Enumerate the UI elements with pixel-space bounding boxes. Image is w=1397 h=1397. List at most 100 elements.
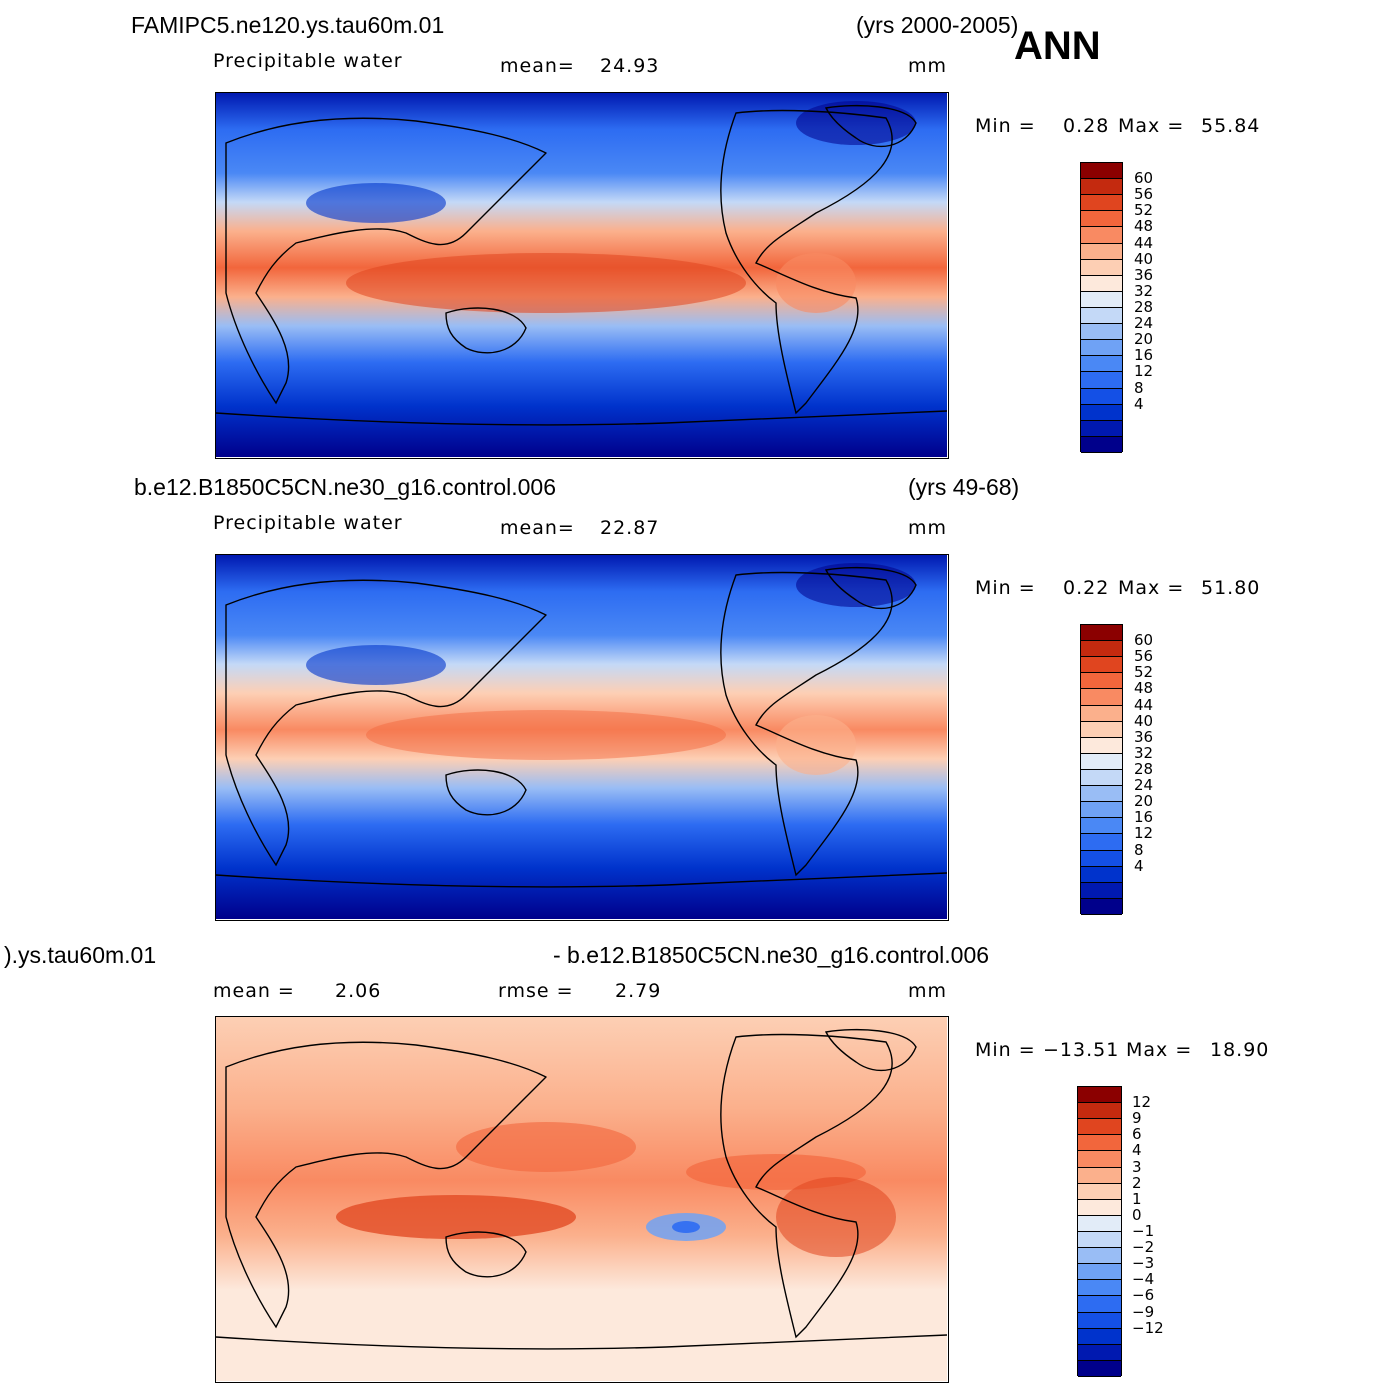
colorbar-tick-label: −3 xyxy=(1132,1254,1155,1273)
colorbar-segment xyxy=(1078,1232,1121,1249)
colorbar-tick-label: 2 xyxy=(1132,1173,1142,1192)
panel1-max-value: 55.84 xyxy=(1201,115,1261,137)
panel3-map-svg xyxy=(216,1017,947,1381)
colorbar-segment xyxy=(1081,436,1122,453)
colorbar-tick-label: 4 xyxy=(1132,1141,1142,1160)
colorbar-tick-label: 9 xyxy=(1132,1109,1142,1128)
colorbar-segment xyxy=(1081,625,1122,642)
panel3-units: mm xyxy=(908,980,948,1002)
colorbar-segment xyxy=(1078,1248,1121,1265)
colorbar-segment xyxy=(1081,689,1122,706)
colorbar-tick-label: 3 xyxy=(1132,1157,1142,1176)
panel3-colorbar xyxy=(1077,1086,1122,1377)
colorbar-segment xyxy=(1081,356,1122,373)
colorbar-segment xyxy=(1081,818,1122,835)
panel2-colorbar xyxy=(1080,624,1123,915)
colorbar-tick-label: 8 xyxy=(1134,840,1144,859)
colorbar-tick-label: 60 xyxy=(1134,631,1154,650)
colorbar-tick-label: 20 xyxy=(1134,330,1154,349)
colorbar-tick-label: −9 xyxy=(1132,1302,1155,1321)
colorbar-segment xyxy=(1078,1344,1121,1361)
colorbar-segment xyxy=(1081,420,1122,437)
colorbar-tick-label: 12 xyxy=(1134,824,1154,843)
panel2-mean-value: 22.87 xyxy=(600,517,660,539)
colorbar-segment xyxy=(1081,227,1122,244)
colorbar-segment xyxy=(1081,275,1122,292)
panel3-rmse-value: 2.79 xyxy=(615,980,662,1002)
colorbar-segment xyxy=(1081,866,1122,883)
panel3-case-title: ).ys.tau60m.01 xyxy=(4,942,157,968)
panel1-years: (yrs 2000-2005) xyxy=(856,12,1019,38)
colorbar-segment xyxy=(1081,834,1122,851)
colorbar-tick-label: 12 xyxy=(1132,1093,1152,1112)
panel3-minus-case: - b.e12.B1850C5CN.ne30_g16.control.006 xyxy=(553,942,990,968)
colorbar-tick-label: 28 xyxy=(1134,760,1154,778)
colorbar-tick-label: 32 xyxy=(1134,743,1154,762)
panel2-years: (yrs 49-68) xyxy=(908,474,1020,500)
colorbar-segment xyxy=(1078,1280,1121,1297)
colorbar-tick-label: 32 xyxy=(1134,281,1154,300)
colorbar-tick-label: 16 xyxy=(1134,346,1154,365)
panel1-mean-value: 24.93 xyxy=(600,55,660,77)
colorbar-segment xyxy=(1078,1328,1121,1345)
colorbar-segment xyxy=(1081,770,1122,787)
colorbar-tick-label: 48 xyxy=(1134,679,1154,698)
panel3-rmse-label: rmse = xyxy=(498,980,574,1002)
colorbar-tick-label: 52 xyxy=(1134,663,1154,682)
colorbar-segment xyxy=(1081,195,1122,212)
colorbar-segment xyxy=(1081,179,1122,196)
colorbar-tick-label: 40 xyxy=(1134,249,1154,268)
colorbar-segment xyxy=(1081,657,1122,674)
colorbar-segment xyxy=(1081,259,1122,276)
panel2-max-label: Max = xyxy=(1118,577,1185,599)
colorbar-tick-label: 52 xyxy=(1134,201,1154,220)
colorbar-segment xyxy=(1078,1151,1121,1168)
panel1-case-title: FAMIPC5.ne120.ys.tau60m.01 xyxy=(131,12,445,38)
colorbar-segment xyxy=(1081,898,1122,915)
colorbar-tick-label: −4 xyxy=(1132,1270,1155,1289)
colorbar-segment xyxy=(1081,786,1122,803)
panel1-min-label: Min = xyxy=(975,115,1036,137)
colorbar-segment xyxy=(1081,850,1122,867)
colorbar-segment xyxy=(1081,291,1122,308)
colorbar-segment xyxy=(1081,163,1122,180)
colorbar-segment xyxy=(1078,1312,1121,1329)
colorbar-tick-label: 56 xyxy=(1134,185,1154,204)
colorbar-tick-label: 44 xyxy=(1134,695,1154,714)
panel2-min-label: Min = xyxy=(975,577,1036,599)
colorbar-tick-label: −6 xyxy=(1132,1286,1155,1305)
colorbar-tick-label: 56 xyxy=(1134,647,1154,666)
panel1-units: mm xyxy=(908,55,948,77)
panel3-min-label: Min = xyxy=(975,1039,1036,1061)
season-label: ANN xyxy=(1014,24,1101,68)
panel2-case-title: b.e12.B1850C5CN.ne30_g16.control.006 xyxy=(134,474,556,500)
colorbar-tick-label: 48 xyxy=(1134,217,1154,236)
colorbar-tick-label: 40 xyxy=(1134,711,1154,730)
panel1-variable: Precipitable water xyxy=(213,50,403,72)
colorbar-segment xyxy=(1078,1199,1121,1216)
colorbar-segment xyxy=(1078,1135,1121,1152)
colorbar-tick-label: −1 xyxy=(1132,1222,1155,1240)
colorbar-segment xyxy=(1078,1167,1121,1184)
panel1-map-svg xyxy=(216,93,947,457)
colorbar-segment xyxy=(1081,737,1122,754)
panel3-min-value: −13.51 xyxy=(1043,1039,1120,1061)
colorbar-segment xyxy=(1081,308,1122,325)
colorbar-tick-label: 60 xyxy=(1134,169,1154,188)
panel2-variable: Precipitable water xyxy=(213,512,403,534)
colorbar-tick-label: 8 xyxy=(1134,378,1144,397)
colorbar-tick-label: 0 xyxy=(1132,1205,1142,1224)
colorbar-segment xyxy=(1081,882,1122,899)
colorbar-segment xyxy=(1078,1119,1121,1136)
panel1-min-value: 0.28 xyxy=(1063,115,1110,137)
colorbar-segment xyxy=(1081,641,1122,658)
colorbar-segment xyxy=(1081,721,1122,738)
panel2-map xyxy=(215,554,949,921)
colorbar-tick-label: 12 xyxy=(1134,362,1154,381)
colorbar-segment xyxy=(1081,388,1122,405)
colorbar-tick-label: 1 xyxy=(1132,1189,1142,1208)
panel1-colorbar xyxy=(1080,162,1123,453)
colorbar-tick-label: 28 xyxy=(1134,298,1154,316)
colorbar-segment xyxy=(1078,1103,1121,1120)
colorbar-segment xyxy=(1081,802,1122,819)
